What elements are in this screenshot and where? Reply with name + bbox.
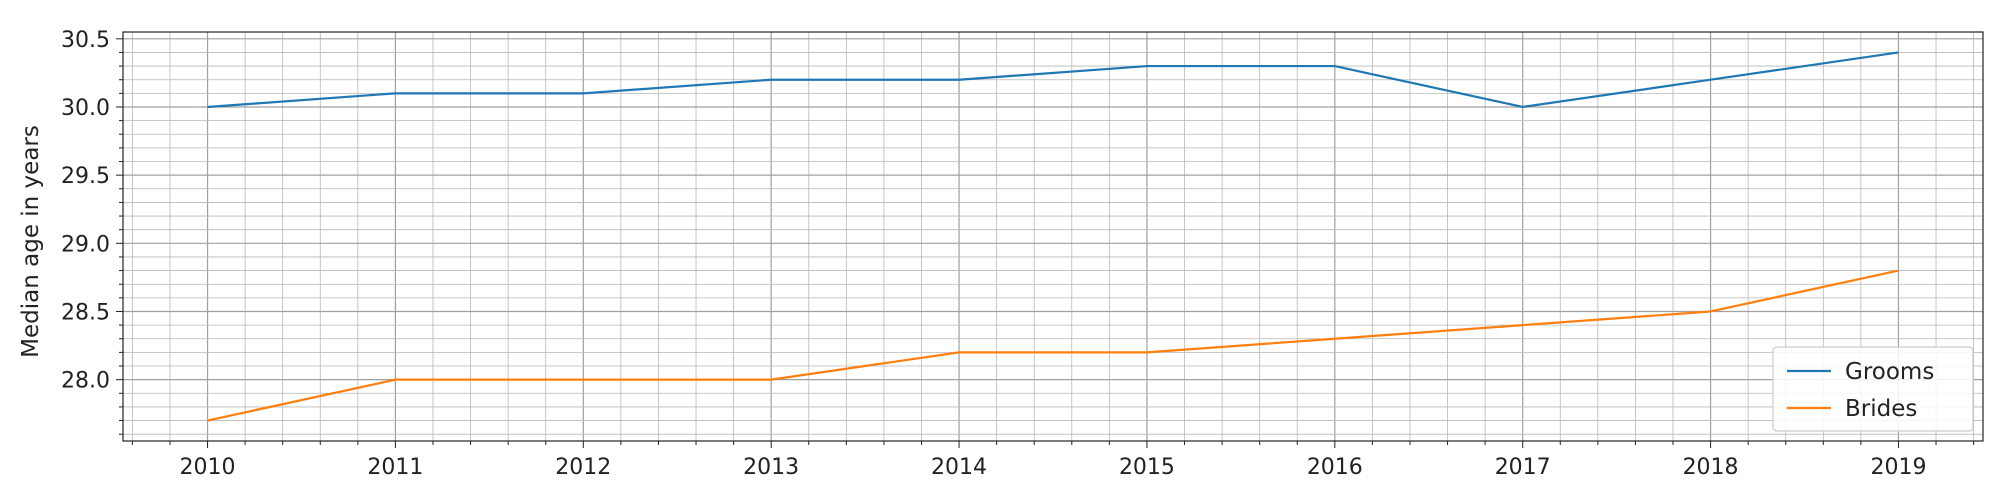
- y-tick-label: 29.5: [61, 164, 110, 189]
- x-tick-label: 2012: [555, 455, 611, 480]
- y-tick-label: 30.5: [61, 28, 110, 53]
- x-tick-label: 2015: [1119, 455, 1175, 480]
- legend: Grooms Brides: [1772, 346, 1974, 432]
- plot-frame: [122, 31, 1984, 442]
- legend-entry-grooms: Grooms: [1845, 359, 1934, 385]
- legend-entry-brides: Brides: [1845, 396, 1917, 422]
- x-tick-label: 2013: [743, 455, 799, 480]
- series-lines: [207, 51, 1899, 422]
- x-tick-label: 2014: [931, 455, 987, 480]
- x-tick-label: 2016: [1307, 455, 1363, 480]
- y-tick-label: 28.5: [61, 300, 110, 325]
- legend-box: [1772, 346, 1974, 432]
- y-tick-label: 28.0: [61, 369, 110, 394]
- y-tick-label: 30.0: [61, 96, 110, 121]
- grid: [123, 32, 1983, 441]
- y-tick-label: 29.0: [61, 232, 110, 257]
- x-tick-label: 2019: [1870, 455, 1926, 480]
- x-tick-label: 2017: [1495, 455, 1551, 480]
- x-tick-label: 2011: [367, 455, 423, 480]
- y-axis-label: Median age in years: [18, 125, 44, 358]
- axis-ticks: 2010 2011 2012 2013 2014 2015 2016 2017 2018 2019…: [61, 28, 1975, 480]
- series-line-grooms: [207, 51, 1899, 109]
- series-line-brides: [207, 269, 1899, 422]
- x-tick-label: 2018: [1683, 455, 1739, 480]
- x-tick-label: 2010: [180, 455, 236, 480]
